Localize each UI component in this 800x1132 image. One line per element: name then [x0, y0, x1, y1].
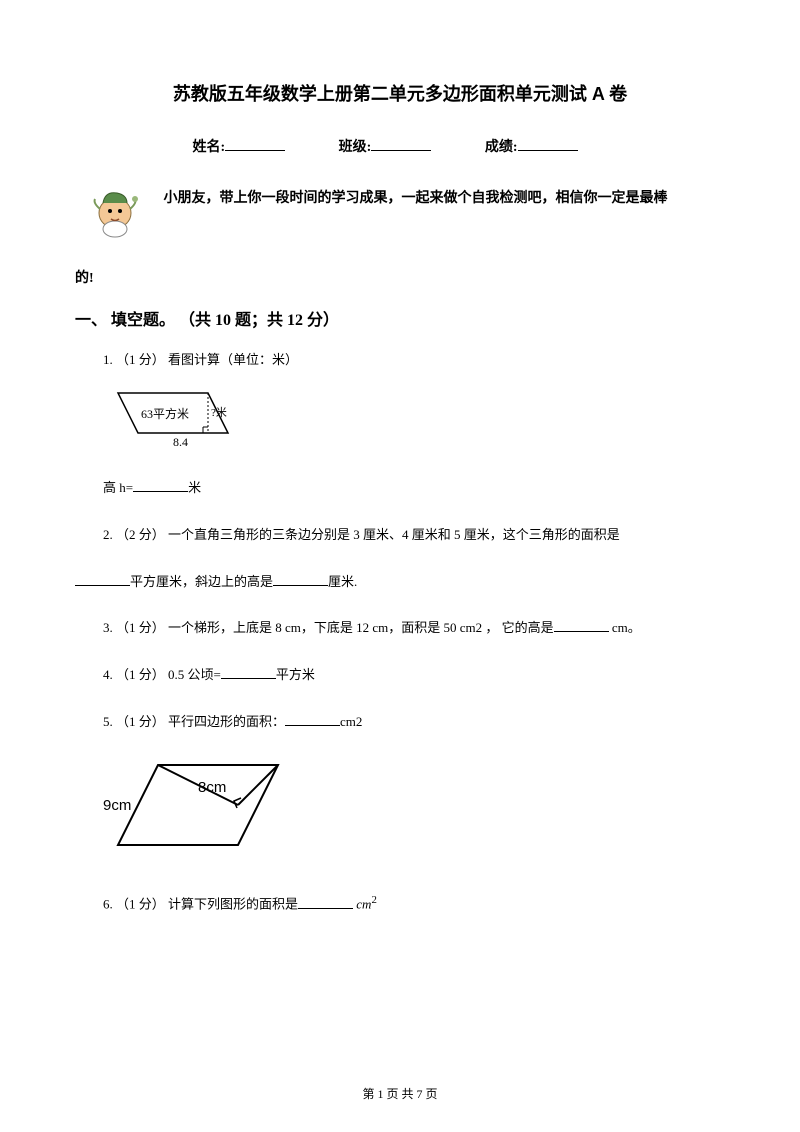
- q1-answer-label: 高 h=: [103, 480, 133, 495]
- question-3: 3. （1 分） 一个梯形，上底是 8 cm，下底是 12 cm，面积是 50 …: [75, 616, 725, 641]
- svg-text:8cm: 8cm: [198, 779, 226, 796]
- question-6: 6. （1 分） 计算下列图形的面积是 cm2: [75, 890, 725, 917]
- q1-unit: 米: [188, 480, 201, 495]
- question-5: 5. （1 分） 平行四边形的面积： cm2 9cm 8cm: [75, 710, 725, 868]
- name-label: 姓名:: [192, 140, 225, 155]
- q3-blank: [554, 618, 609, 632]
- q2-blank2: [273, 572, 328, 586]
- q6-unit: cm: [356, 897, 371, 912]
- q1-figure: 63平方米 ?米 8.4: [103, 383, 725, 462]
- name-blank: [225, 150, 285, 151]
- class-blank: [371, 150, 431, 151]
- q2-blank1: [75, 572, 130, 586]
- page-title: 苏教版五年级数学上册第二单元多边形面积单元测试 A 卷: [75, 80, 725, 106]
- q4-blank: [221, 665, 276, 679]
- class-label: 班级:: [339, 140, 372, 155]
- score-label: 成绩:: [485, 140, 518, 155]
- svg-text:9cm: 9cm: [103, 797, 131, 814]
- q3-prefix: 3. （1 分） 一个梯形，上底是 8 cm，下底是 12 cm，面积是 50 …: [103, 620, 554, 635]
- intro-section: 小朋友，带上你一段时间的学习成果，一起来做个自我检测吧，相信你一定是最棒: [75, 181, 725, 241]
- question-1: 1. （1 分） 看图计算（单位：米） 63平方米 ?米 8.4 高 h= 米: [75, 348, 725, 501]
- student-info-line: 姓名: 班级: 成绩:: [75, 136, 725, 156]
- q3-suffix: cm。: [609, 620, 641, 635]
- score-blank: [518, 150, 578, 151]
- intro-text: 小朋友，带上你一段时间的学习成果，一起来做个自我检测吧，相信你一定是最棒: [164, 191, 668, 206]
- q1-answer-line: 高 h= 米: [103, 476, 725, 501]
- mascot-icon: [85, 181, 145, 241]
- question-2: 2. （2 分） 一个直角三角形的三条边分别是 3 厘米、4 厘米和 5 厘米，…: [75, 523, 725, 548]
- q4-suffix: 平方米: [276, 667, 315, 682]
- q5-blank: [285, 712, 340, 726]
- question-4: 4. （1 分） 0.5 公顷= 平方米: [75, 663, 725, 688]
- intro-suffix: 的!: [75, 261, 725, 296]
- q5-suffix: cm2: [340, 714, 362, 729]
- question-2-line2: 平方厘米，斜边上的高是 厘米.: [75, 570, 725, 595]
- q6-sup: 2: [371, 894, 376, 906]
- q2-suffix: 厘米.: [328, 574, 357, 589]
- q6-prefix: 6. （1 分） 计算下列图形的面积是: [103, 897, 298, 912]
- q6-blank: [298, 895, 353, 909]
- q1-blank: [133, 478, 188, 492]
- svg-text:63平方米: 63平方米: [141, 406, 189, 421]
- q1-text: 1. （1 分） 看图计算（单位：米）: [103, 348, 725, 373]
- svg-text:?米: ?米: [211, 406, 227, 419]
- q2-mid: 平方厘米，斜边上的高是: [130, 574, 273, 589]
- page-footer: 第 1 页 共 7 页: [0, 1085, 800, 1102]
- section-1-header: 一、 填空题。 （共 10 题；共 12 分）: [75, 306, 725, 330]
- q2-prefix: 2. （2 分） 一个直角三角形的三条边分别是 3 厘米、4 厘米和 5 厘米，…: [103, 527, 620, 542]
- svg-text:8.4: 8.4: [173, 435, 188, 449]
- q5-prefix: 5. （1 分） 平行四边形的面积：: [103, 714, 285, 729]
- q5-figure: 9cm 8cm: [103, 750, 725, 869]
- q4-prefix: 4. （1 分） 0.5 公顷=: [103, 667, 221, 682]
